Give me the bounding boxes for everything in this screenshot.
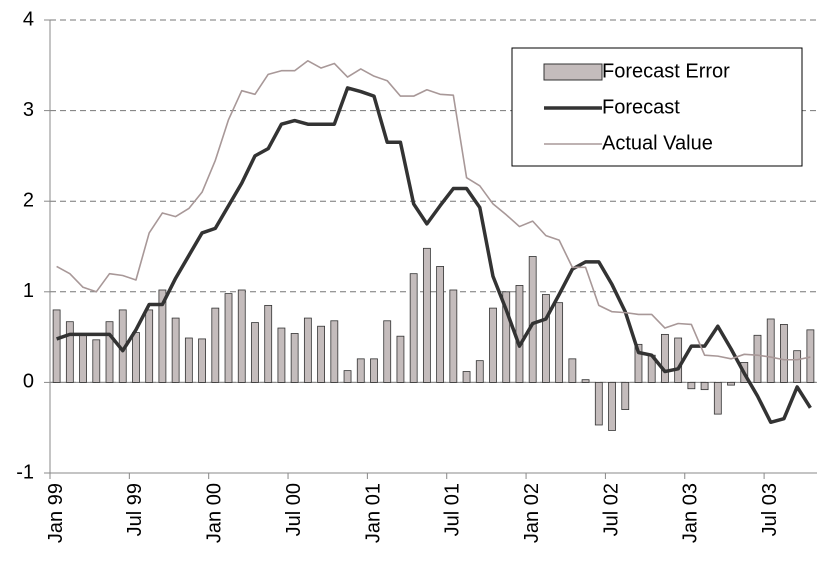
bar [251,322,259,383]
bar [542,294,550,383]
bar [674,337,683,383]
bar [581,379,590,383]
bar [766,318,775,383]
bar [145,309,154,383]
x-tick-label: Jan 00 [204,483,226,543]
bar [237,289,246,383]
y-tick-label: 4 [23,8,34,30]
bar [502,291,511,383]
bar [793,350,802,383]
bar [290,333,299,383]
bar [727,381,735,386]
bar [211,307,220,383]
bar [52,309,61,383]
y-tick-label: -1 [16,461,34,483]
bar [409,273,418,383]
y-tick-label: 0 [23,371,34,393]
bar [330,320,339,383]
bar [634,343,643,383]
bar [489,307,497,383]
bar [396,335,405,383]
bar [700,381,709,391]
x-tick-label: Jul 02 [600,483,622,536]
bar [436,266,445,383]
y-tick-label: 3 [23,99,34,121]
x-tick-label: Jan 99 [45,483,67,543]
bar [132,332,140,383]
legend-label: Forecast Error [602,60,730,82]
bar [356,358,365,383]
bar [264,304,273,383]
bar [79,334,87,383]
x-tick-label: Jul 99 [124,483,146,536]
legend-swatch [543,63,603,81]
bar [608,381,616,431]
bar [303,317,312,383]
bar [462,371,471,383]
bar [383,320,392,383]
bar [568,358,577,383]
bar [92,339,101,383]
bar [343,370,352,383]
bar [713,381,722,415]
legend-label: Actual Value [602,132,713,154]
bar [422,247,431,383]
bar [687,381,696,390]
line [56,59,811,361]
y-tick-label: 2 [23,189,34,211]
bar [370,358,378,383]
bar [621,381,630,410]
legend-label: Forecast [602,96,680,118]
bar [806,329,815,383]
bar [555,302,564,383]
bar [594,381,603,426]
bar [105,321,114,383]
x-tick-label: Jan 03 [680,483,702,543]
bar [65,321,74,383]
bar [224,293,233,383]
bar [515,285,524,383]
bar [158,289,167,383]
bar [198,338,206,383]
bar [317,325,325,383]
bar [449,289,458,383]
bar [184,337,193,383]
bar [753,334,762,383]
bar [475,360,484,383]
bar [661,333,669,383]
bar [277,327,286,383]
bar [780,324,788,383]
x-tick-label: Jul 00 [283,483,305,536]
x-tick-label: Jan 02 [521,483,543,543]
y-tick-label: 1 [23,280,34,302]
bar [171,317,180,383]
bar [528,256,537,383]
x-tick-label: Jul 01 [442,483,464,536]
x-tick-label: Jan 01 [362,483,384,543]
x-tick-label: Jul 03 [759,483,781,536]
line [56,86,812,425]
